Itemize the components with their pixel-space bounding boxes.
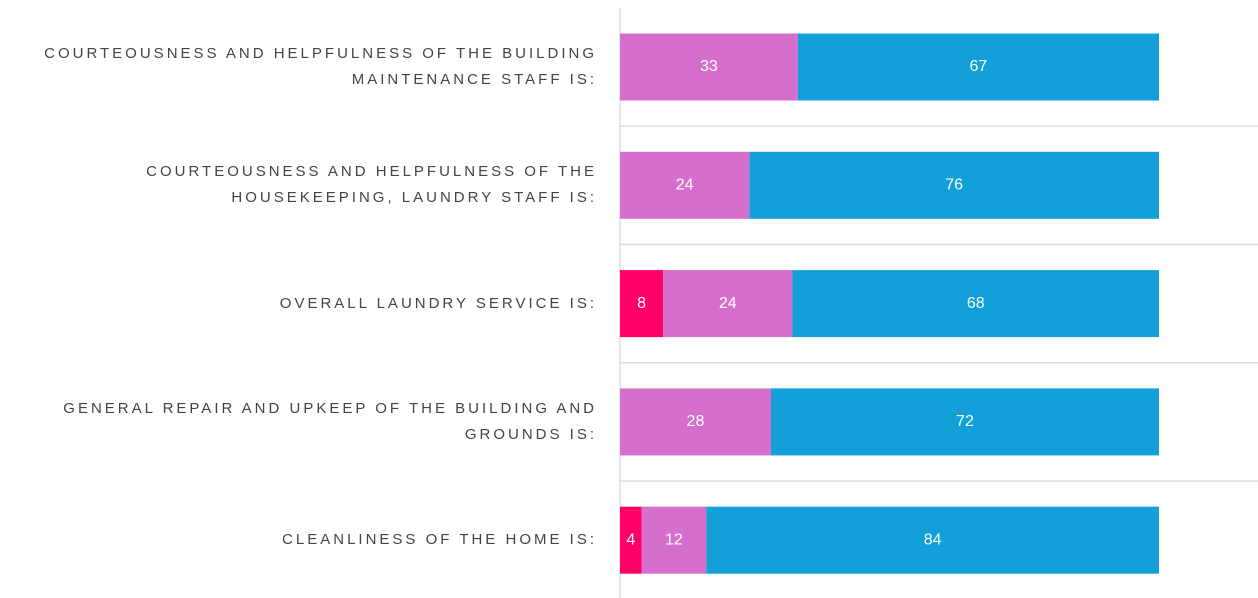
- bar-segment: [663, 270, 793, 338]
- value-label: 28: [687, 413, 705, 430]
- bar-segment: [797, 33, 1159, 101]
- value-label: 76: [945, 177, 963, 194]
- bar-segment: [749, 151, 1159, 219]
- bar-segment: [641, 506, 707, 574]
- bar-segment: [770, 388, 1159, 456]
- bar-segment: [620, 270, 664, 338]
- value-label: 12: [665, 531, 683, 548]
- bar-segment: [620, 388, 771, 456]
- category-label: COURTEOUSNESS AND HELPFULNESS OF THE HOU…: [146, 163, 597, 207]
- value-label: 8: [637, 295, 646, 312]
- category-label: GENERAL REPAIR AND UPKEEP OF THE BUILDIN…: [63, 399, 597, 443]
- category-label: COURTEOUSNESS AND HELPFULNESS OF THE BUI…: [44, 45, 597, 88]
- value-label: 67: [970, 58, 988, 75]
- value-label: 33: [700, 58, 718, 75]
- category-label: OVERALL LAUNDRY SERVICE IS:: [279, 294, 597, 312]
- category-label: CLEANLINESS OF THE HOME IS:: [282, 531, 597, 549]
- value-label: 68: [967, 295, 985, 312]
- bar-segment: [706, 506, 1159, 574]
- value-label: 84: [924, 531, 942, 548]
- value-label: 24: [719, 295, 737, 312]
- bar-segment: [792, 270, 1159, 338]
- value-label: 4: [626, 531, 635, 548]
- value-label: 72: [956, 413, 974, 430]
- bar-segment: [620, 151, 750, 219]
- bar-segment: [620, 33, 798, 101]
- bar-segment: [620, 506, 642, 574]
- value-label: 24: [676, 177, 694, 194]
